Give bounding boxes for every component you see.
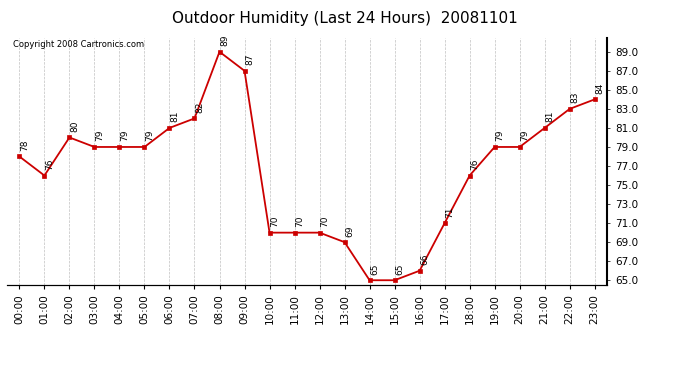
Text: 87: 87 — [246, 54, 255, 65]
Text: 70: 70 — [321, 216, 330, 227]
Text: 78: 78 — [21, 140, 30, 151]
Text: 79: 79 — [521, 130, 530, 141]
Text: 76: 76 — [471, 159, 480, 170]
Text: 79: 79 — [95, 130, 104, 141]
Text: 71: 71 — [446, 206, 455, 218]
Text: 69: 69 — [346, 225, 355, 237]
Text: 79: 79 — [121, 130, 130, 141]
Text: 65: 65 — [371, 263, 380, 274]
Text: 76: 76 — [46, 159, 55, 170]
Text: 80: 80 — [70, 120, 79, 132]
Text: 82: 82 — [195, 102, 204, 113]
Text: 66: 66 — [421, 254, 430, 265]
Text: 79: 79 — [495, 130, 504, 141]
Text: 70: 70 — [270, 216, 279, 227]
Text: 84: 84 — [595, 82, 604, 94]
Text: Outdoor Humidity (Last 24 Hours)  20081101: Outdoor Humidity (Last 24 Hours) 2008110… — [172, 11, 518, 26]
Text: 83: 83 — [571, 92, 580, 104]
Text: 89: 89 — [221, 35, 230, 46]
Text: 81: 81 — [546, 111, 555, 122]
Text: 70: 70 — [295, 216, 304, 227]
Text: 79: 79 — [146, 130, 155, 141]
Text: 65: 65 — [395, 263, 404, 274]
Text: Copyright 2008 Cartronics.com: Copyright 2008 Cartronics.com — [13, 40, 144, 49]
Text: 81: 81 — [170, 111, 179, 122]
